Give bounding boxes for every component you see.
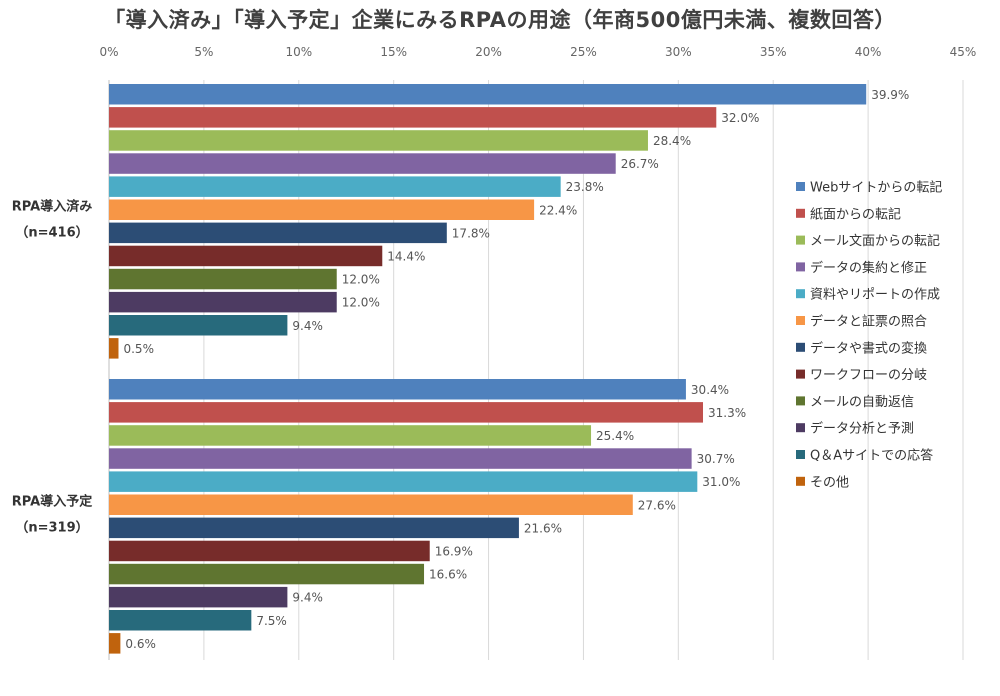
- legend-swatch: [796, 182, 805, 191]
- group-sample-size: （n=319）: [15, 520, 88, 536]
- group-label: RPA導入済み: [12, 199, 92, 215]
- bar: [109, 517, 519, 539]
- legend-swatch: [796, 476, 805, 486]
- data-label: 32.0%: [721, 111, 759, 125]
- bar: [109, 563, 425, 585]
- legend-swatch: [796, 316, 805, 325]
- bar: [109, 379, 686, 400]
- legend-label: 紙面からの転記: [810, 206, 901, 222]
- legend-label: データと証票の照合: [810, 314, 927, 330]
- data-label: 12.0%: [342, 273, 380, 287]
- data-label: 16.6%: [429, 568, 467, 582]
- data-label: 0.5%: [123, 342, 154, 356]
- group-label: RPA導入予定: [12, 494, 92, 510]
- x-tick-label: 0%: [99, 45, 118, 59]
- data-label: 0.6%: [125, 637, 155, 651]
- legend-label: ワークフローの分岐: [810, 368, 927, 383]
- data-label: 16.9%: [435, 544, 473, 558]
- bar: [109, 471, 698, 492]
- legend-swatch: [796, 369, 805, 379]
- bar: [109, 425, 592, 446]
- legend-swatch: [796, 342, 805, 352]
- legend-swatch: [796, 396, 805, 406]
- data-label: 7.5%: [256, 614, 287, 628]
- bar: [109, 107, 717, 128]
- x-tick-label: 15%: [380, 45, 407, 59]
- bar: [109, 338, 119, 359]
- bar: [109, 586, 288, 608]
- x-tick-label: 45%: [950, 45, 977, 59]
- x-tick-label: 35%: [760, 45, 787, 59]
- bar: [109, 84, 867, 105]
- data-label: 30.4%: [691, 383, 729, 397]
- bar: [109, 540, 430, 562]
- x-tick-label: 40%: [855, 45, 882, 59]
- legend-label: その他: [810, 475, 849, 490]
- bar: [109, 222, 447, 244]
- data-label: 23.8%: [566, 180, 604, 194]
- bar: [109, 494, 633, 515]
- x-tick-label: 5%: [194, 45, 213, 59]
- x-tick-label: 20%: [475, 45, 502, 59]
- legend-swatch: [796, 423, 805, 433]
- legend-label: データの集約と修正: [810, 260, 927, 276]
- bar: [109, 448, 692, 469]
- legend-label: メールの自動返信: [810, 395, 914, 410]
- legend-label: Q＆Aサイトでの応答: [810, 448, 933, 464]
- x-tick-label: 30%: [665, 45, 692, 59]
- x-tick-label: 25%: [570, 45, 597, 59]
- legend-label: データ分析と予測: [810, 421, 914, 437]
- bar: [109, 633, 121, 654]
- group-sample-size: （n=416）: [15, 225, 88, 241]
- legend-label: 資料やリポートの作成: [810, 288, 940, 303]
- bar: [109, 130, 648, 151]
- data-label: 31.0%: [702, 475, 740, 489]
- data-label: 9.4%: [292, 591, 323, 605]
- data-label: 14.4%: [387, 249, 425, 263]
- data-label: 30.7%: [697, 452, 735, 466]
- bar: [109, 402, 704, 423]
- chart-title: 「導入済み」「導入予定」企業にみるRPAの用途（年商500億円未満、複数回答）: [104, 8, 896, 32]
- data-label: 21.6%: [524, 521, 562, 535]
- data-label: 12.0%: [342, 296, 380, 310]
- data-label: 31.3%: [708, 406, 746, 420]
- bar: [109, 291, 337, 313]
- legend-label: データや書式の変換: [810, 340, 927, 356]
- bar: [109, 268, 337, 290]
- bar: [109, 153, 616, 174]
- data-label: 9.4%: [292, 319, 323, 333]
- data-label: 26.7%: [621, 157, 659, 171]
- legend-swatch: [796, 208, 805, 218]
- data-label: 22.4%: [539, 203, 577, 217]
- data-label: 28.4%: [653, 134, 691, 148]
- legend-label: Webサイトからの転記: [810, 180, 942, 196]
- legend-swatch: [796, 289, 805, 299]
- data-label: 25.4%: [596, 429, 634, 443]
- x-tick-label: 10%: [285, 45, 312, 59]
- data-label: 17.8%: [452, 226, 490, 240]
- bar: [109, 199, 535, 220]
- data-label: 39.9%: [871, 88, 909, 102]
- bar: [109, 245, 383, 267]
- legend-swatch: [796, 450, 805, 459]
- bar: [109, 176, 561, 197]
- bar: [109, 315, 288, 336]
- legend-swatch: [796, 235, 805, 245]
- legend-swatch: [796, 262, 805, 272]
- data-label: 27.6%: [638, 498, 676, 512]
- legend-label: メール文面からの転記: [810, 233, 940, 249]
- bar: [109, 610, 252, 631]
